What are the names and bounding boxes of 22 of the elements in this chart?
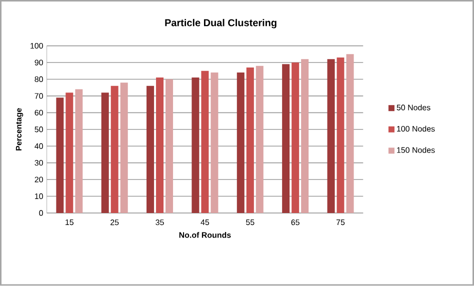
bar <box>246 68 254 214</box>
bar <box>101 92 109 214</box>
bar <box>75 89 83 214</box>
bar <box>56 98 64 214</box>
bar <box>301 59 309 214</box>
bar <box>327 59 335 214</box>
bar <box>166 79 174 214</box>
bar <box>201 70 209 214</box>
bar <box>346 54 354 214</box>
bar <box>110 86 118 214</box>
bar <box>292 62 300 214</box>
bar <box>210 72 218 214</box>
bar <box>236 72 244 214</box>
chart-title: Particle Dual Clustering <box>165 19 276 28</box>
bar <box>156 78 164 214</box>
bar <box>146 86 154 214</box>
bar <box>282 64 290 214</box>
bar <box>192 78 200 214</box>
bar <box>256 66 264 214</box>
bar <box>66 92 74 214</box>
bar <box>120 82 128 214</box>
bar <box>336 58 344 214</box>
